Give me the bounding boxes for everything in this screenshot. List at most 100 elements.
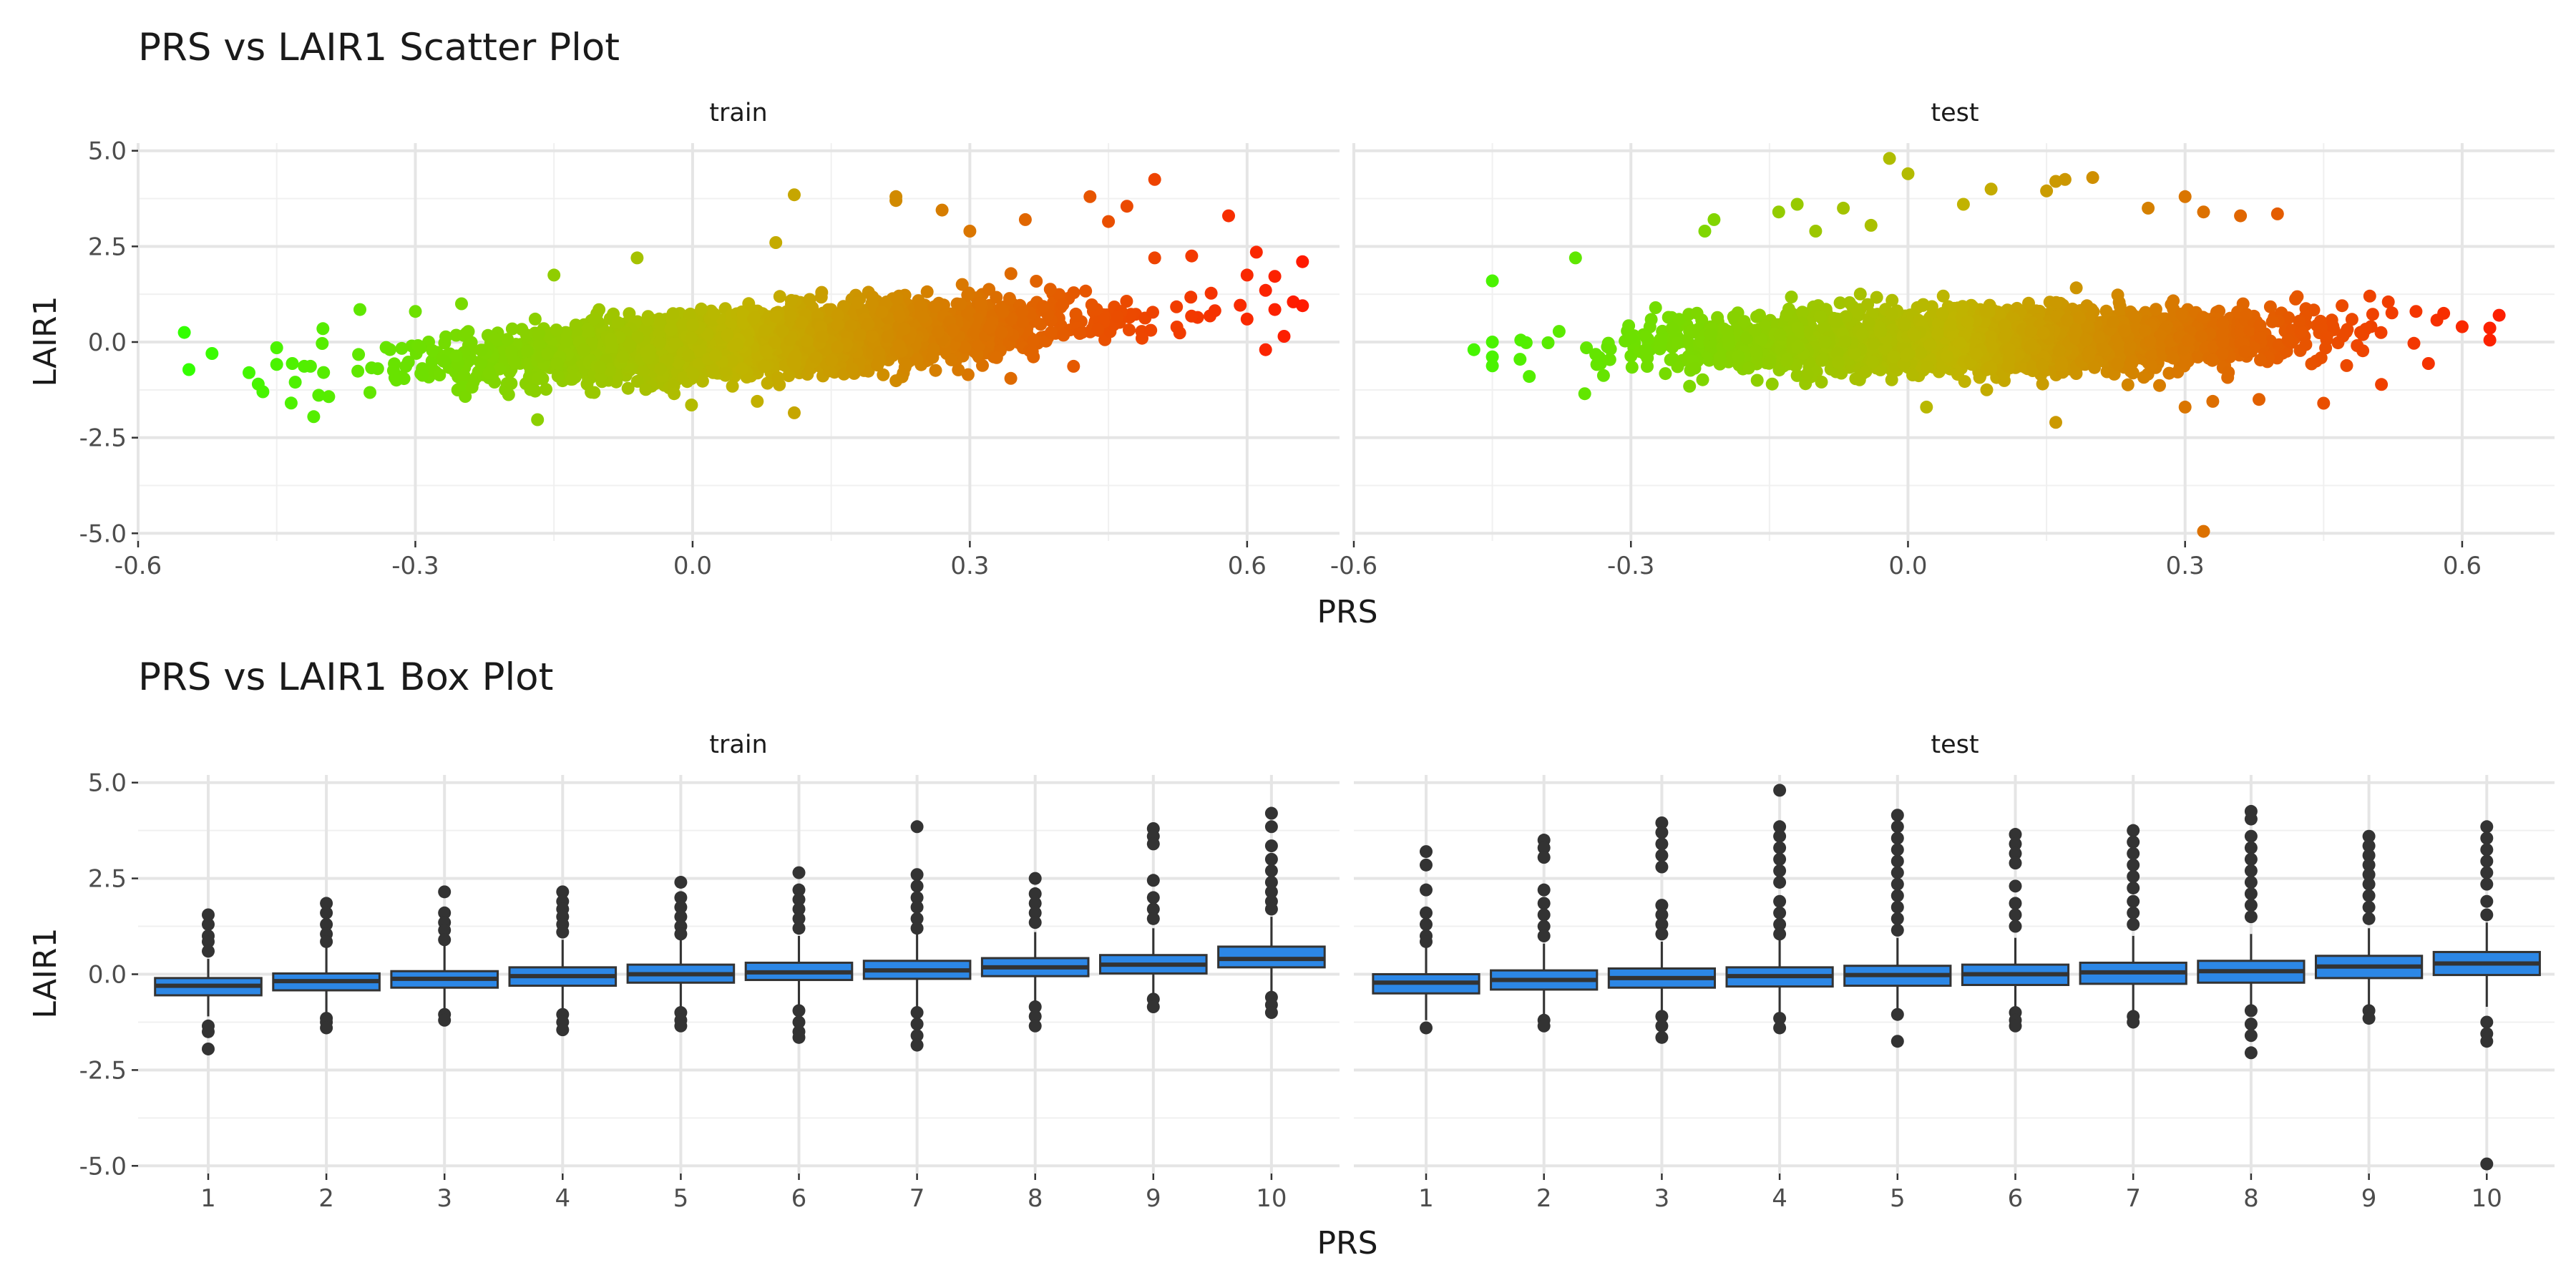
x-tick-label: -0.6 — [114, 552, 162, 580]
scatter-point — [474, 343, 488, 357]
scatter-point — [854, 328, 867, 342]
scatter-point — [1004, 371, 1018, 385]
scatter-point — [990, 351, 1003, 364]
scatter-point — [666, 307, 680, 321]
scatter-point — [2049, 296, 2063, 309]
scatter-point — [520, 344, 534, 358]
scatter-point — [1916, 298, 1930, 311]
scatter-point — [759, 344, 773, 358]
scatter-point — [286, 357, 299, 370]
scatter-point — [504, 376, 518, 390]
scatter-point — [541, 347, 555, 361]
scatter-point — [1123, 323, 1136, 336]
scatter-point — [795, 316, 809, 329]
scatter-point — [531, 413, 545, 426]
scatter-point — [182, 363, 195, 376]
scatter-point — [893, 309, 907, 323]
scatter-point — [528, 312, 542, 326]
scatter-point — [2069, 281, 2083, 295]
scatter-point — [1030, 275, 1043, 288]
scatter-point — [577, 343, 590, 356]
x-tick-label: -0.3 — [1607, 552, 1654, 580]
scatter-point — [639, 383, 653, 396]
scatter-point — [1268, 270, 1282, 283]
scatter-point — [773, 290, 786, 303]
scatter-point — [1590, 358, 1604, 371]
scatter-point — [682, 348, 696, 362]
x-tick-label: 0.3 — [950, 552, 989, 580]
scatter-point — [1750, 374, 1764, 387]
scatter-point — [505, 322, 519, 336]
scatter-point — [642, 351, 655, 365]
scatter-point — [460, 326, 474, 340]
scatter-point — [974, 297, 987, 311]
scatter-point — [433, 369, 447, 381]
scatter-point — [593, 361, 607, 374]
scatter-point — [532, 327, 546, 341]
scatter-point — [317, 366, 331, 379]
x-tick-label: -0.3 — [391, 552, 439, 580]
scatter-point — [914, 298, 927, 312]
scatter-point — [1025, 345, 1039, 358]
scatter-point — [892, 338, 906, 352]
scatter-point — [384, 343, 396, 356]
scatter-point — [706, 366, 720, 379]
scatter-point — [747, 312, 761, 326]
scatter-point — [365, 361, 379, 375]
scatter-point — [439, 330, 452, 343]
scatter-point — [1067, 286, 1080, 300]
scatter-point — [353, 303, 366, 316]
scatter-point — [995, 326, 1008, 340]
scatter-point — [284, 396, 298, 410]
x-tick-label: 0.6 — [1228, 552, 1267, 580]
scatter-point — [990, 291, 1003, 304]
scatter-point — [1234, 298, 1247, 312]
scatter-point — [916, 310, 930, 323]
scatter-point — [351, 364, 365, 378]
scatter-point — [686, 367, 700, 381]
scatter-strip-test: test — [1931, 99, 1979, 127]
scatter-panel-test: -0.6 -0.3 0.0 0.3 0.6 — [1330, 143, 2555, 580]
scatter-point — [502, 388, 515, 401]
scatter-point — [2036, 377, 2049, 391]
scatter-point — [1683, 379, 1697, 393]
scatter-point — [177, 326, 191, 339]
scatter-point — [731, 338, 744, 352]
scatter-point — [437, 355, 451, 369]
scatter-point — [459, 390, 472, 403]
scatter-point — [1696, 373, 1709, 386]
scatter-point — [1067, 359, 1080, 373]
x-tick-label: 0.0 — [1888, 552, 1927, 580]
x-tick-label: 0.3 — [2166, 552, 2205, 580]
scatter-strip-train: train — [709, 99, 767, 127]
scatter-point — [270, 358, 283, 371]
scatter-point — [928, 300, 941, 313]
scatter-point — [395, 341, 409, 355]
scatter-point — [1036, 300, 1050, 313]
scatter-point — [414, 341, 427, 354]
scatter-point — [758, 360, 771, 373]
scatter-point — [1249, 245, 1263, 259]
scatter-point — [1765, 377, 1779, 391]
scatter-point — [1043, 283, 1057, 296]
scatter-point — [1296, 299, 1309, 313]
scatter-point — [803, 293, 816, 306]
scatter-point — [256, 385, 270, 399]
scatter-plot: -0.6 -0.3 0.0 0.3 0.6-5.0-2.50.02.55.0-0.6 -0… — [79, 137, 2555, 580]
scatter-point — [1659, 367, 1672, 381]
scatter-point — [1240, 312, 1254, 326]
scatter-point — [1259, 283, 1272, 297]
scatter-point — [565, 372, 579, 386]
scatter-point — [547, 268, 561, 282]
scatter-point — [726, 379, 739, 393]
scatter-point — [784, 309, 797, 323]
scatter-point — [831, 318, 844, 331]
y-tick-label: -5.0 — [79, 519, 127, 548]
scatter-point — [1690, 306, 1704, 320]
scatter-point — [707, 307, 721, 321]
scatter-point-cloud — [270, 267, 1282, 426]
scatter-point — [1795, 306, 1809, 319]
scatter-point — [809, 351, 823, 365]
scatter-point — [947, 323, 960, 337]
scatter-point — [2153, 379, 2166, 392]
